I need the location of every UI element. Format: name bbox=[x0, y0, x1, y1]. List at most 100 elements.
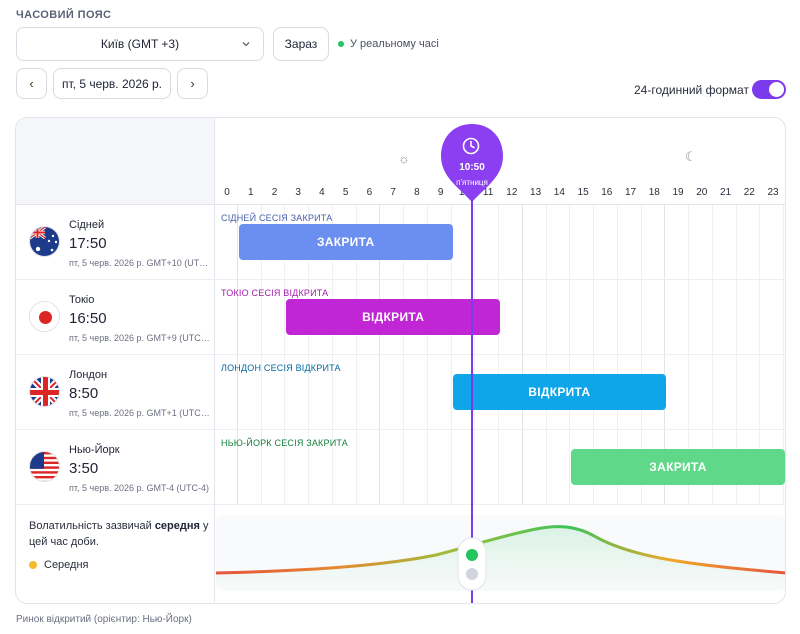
hour-label: 14 bbox=[553, 187, 565, 198]
grid-line bbox=[783, 205, 784, 279]
hour-label: 12 bbox=[506, 187, 518, 198]
grid-line bbox=[331, 430, 333, 504]
grid-line bbox=[640, 205, 642, 279]
hour-label: 13 bbox=[530, 187, 542, 198]
hour-label: 11 bbox=[482, 187, 494, 198]
hour-label: 6 bbox=[366, 187, 373, 198]
city-time: 17:50 bbox=[69, 235, 107, 252]
grid-line bbox=[688, 280, 690, 354]
grid-line bbox=[308, 355, 310, 429]
grid-line bbox=[355, 355, 357, 429]
market-timeline: НЬЮ-ЙОРК СЕСІЯ ЗАКРИТА ЗАКРИТА bbox=[215, 430, 785, 504]
hour-label: 17 bbox=[625, 187, 637, 198]
volatility-row: Волатильність зазвичай середня у цей час… bbox=[16, 503, 785, 603]
next-day-button[interactable]: › bbox=[177, 68, 208, 99]
hour-label: 20 bbox=[696, 187, 708, 198]
grid-line bbox=[260, 355, 262, 429]
session-bar[interactable]: ВІДКРИТА bbox=[452, 374, 667, 410]
grid-line bbox=[450, 355, 452, 429]
volatility-indicator-inactive bbox=[466, 568, 478, 580]
city-date: пт, 5 черв. 2026 р. GMT+1 (UTC+1) bbox=[69, 408, 211, 418]
grid-line bbox=[616, 280, 618, 354]
prev-day-button[interactable]: ‹ bbox=[16, 68, 47, 99]
grid-line bbox=[664, 280, 666, 354]
hour-label: 5 bbox=[342, 187, 349, 198]
market-info: Нью-Йорк 3:50 пт, 5 черв. 2026 р. GMT-4 (U… bbox=[16, 430, 215, 504]
session-bar[interactable]: ВІДКРИТА bbox=[286, 299, 500, 335]
session-label: ЛОНДОН СЕСІЯ ВІДКРИТА bbox=[221, 363, 341, 373]
hour-label: 4 bbox=[319, 187, 325, 198]
market-timeline: СІДНЕЙ СЕСІЯ ЗАКРИТА ЗАКРИТА bbox=[215, 205, 785, 279]
format-toggle[interactable] bbox=[752, 80, 786, 99]
grid-line bbox=[711, 205, 713, 279]
grid-line bbox=[593, 280, 595, 354]
grid-line bbox=[521, 280, 523, 354]
date-picker-button[interactable]: пт, 5 черв. 2026 р. bbox=[53, 68, 171, 99]
hour-label: 18 bbox=[648, 187, 660, 198]
hour-label: 22 bbox=[743, 187, 755, 198]
hour-label: 21 bbox=[719, 187, 732, 198]
market-row: Токіо 16:50 пт, 5 черв. 2026 р. GMT+9 (UTC… bbox=[16, 280, 785, 355]
hour-label: 9 bbox=[437, 187, 444, 198]
session-bar[interactable]: ЗАКРИТА bbox=[571, 449, 785, 485]
now-button[interactable]: Зараз bbox=[273, 27, 329, 61]
panel-corner bbox=[16, 118, 215, 205]
grid-line bbox=[545, 430, 547, 504]
current-time-marker[interactable] bbox=[441, 124, 503, 202]
grid-line bbox=[759, 280, 761, 354]
market-info: Токіо 16:50 пт, 5 черв. 2026 р. GMT+9 (UTC… bbox=[16, 280, 215, 354]
session-label: СІДНЕЙ СЕСІЯ ЗАКРИТА bbox=[221, 213, 333, 223]
city-date: пт, 5 черв. 2026 р. GMT-4 (UTC-4) bbox=[69, 483, 210, 493]
australia-flag-icon bbox=[29, 226, 60, 257]
grid-line bbox=[426, 355, 428, 429]
grid-line bbox=[593, 205, 595, 279]
volatility-prefix: Волатильність зазвичай bbox=[29, 520, 152, 532]
hour-label: 3 bbox=[295, 187, 301, 198]
volatility-legend: Середня bbox=[29, 559, 89, 571]
session-label: НЬЮ-ЙОРК СЕСІЯ ЗАКРИТА bbox=[221, 438, 348, 448]
session-bar[interactable]: ЗАКРИТА bbox=[238, 224, 453, 260]
grid-line bbox=[260, 430, 262, 504]
volatility-info: Волатильність зазвичай середня у цей час… bbox=[16, 503, 215, 603]
current-time-value: 10:50 bbox=[459, 162, 485, 173]
volatility-area bbox=[216, 526, 785, 591]
current-time-line bbox=[471, 190, 473, 603]
timezone-select[interactable]: Київ (GMT +3) bbox=[16, 27, 264, 61]
grid-line bbox=[474, 205, 476, 279]
grid-line bbox=[379, 430, 381, 504]
grid-line bbox=[474, 430, 476, 504]
volatility-suffix: у цей час доби. bbox=[29, 520, 209, 548]
sun-icon: ☼ bbox=[398, 151, 410, 166]
grid-line bbox=[403, 355, 405, 429]
grid-line bbox=[759, 355, 761, 429]
hour-label: 0 bbox=[224, 187, 230, 198]
grid-line bbox=[521, 430, 523, 504]
grid-line bbox=[379, 355, 381, 429]
city-name: Нью-Йорк bbox=[69, 444, 120, 456]
grid-line bbox=[498, 205, 500, 279]
hour-label: 2 bbox=[271, 187, 278, 198]
grid-line bbox=[545, 205, 547, 279]
city-name: Сідней bbox=[69, 219, 105, 231]
grid-line bbox=[711, 280, 713, 354]
grid-line bbox=[735, 280, 737, 354]
toggle-knob bbox=[769, 82, 784, 97]
live-status-label: У реальному часі bbox=[350, 38, 439, 50]
volatility-legend-dot bbox=[29, 561, 37, 569]
grid-line bbox=[545, 280, 547, 354]
timeline-panel: ☼ ☾ 012345678910111213141516171819202122… bbox=[15, 117, 786, 604]
hour-label: 7 bbox=[390, 187, 396, 198]
volatility-level: середня bbox=[154, 520, 200, 532]
grid-line bbox=[711, 355, 713, 429]
japan-flag-icon bbox=[29, 301, 60, 332]
live-status: У реальному часі bbox=[338, 38, 439, 50]
format-toggle-label: 24-годинний формат bbox=[634, 83, 749, 97]
market-row: Нью-Йорк 3:50 пт, 5 черв. 2026 р. GMT-4 (U… bbox=[16, 430, 785, 505]
volatility-indicator-active bbox=[466, 549, 478, 561]
market-timeline: ЛОНДОН СЕСІЯ ВІДКРИТА ВІДКРИТА bbox=[215, 355, 785, 429]
hour-label: 8 bbox=[414, 187, 420, 198]
grid-line bbox=[498, 430, 500, 504]
grid-line bbox=[664, 205, 666, 279]
timezone-select-value: Київ (GMT +3) bbox=[100, 37, 180, 51]
session-label: ТОКІО СЕСІЯ ВІДКРИТА bbox=[221, 288, 329, 298]
